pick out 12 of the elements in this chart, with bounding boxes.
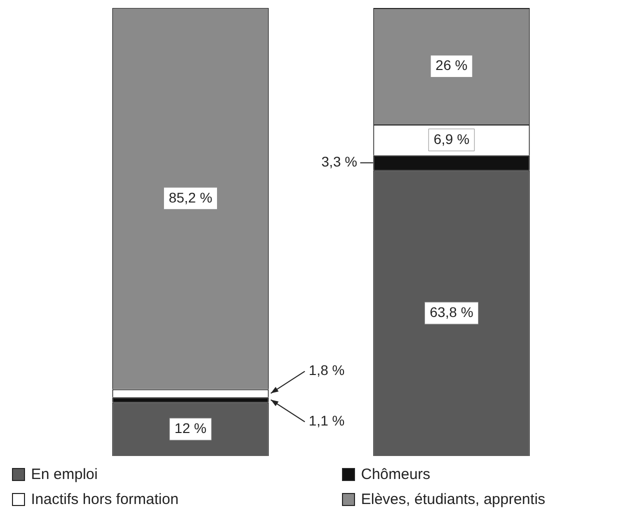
legend-label: Inactifs hors formation (31, 491, 179, 508)
data-label: 26 % (436, 57, 468, 74)
data-label: 63,8 % (430, 304, 474, 320)
legend-label: Chômeurs (361, 466, 430, 483)
data-label: 1,1 % (308, 412, 345, 429)
data-label: 1,8 % (308, 362, 345, 378)
data-label: 85,2 % (168, 189, 212, 206)
data-label: 6,9 % (434, 130, 470, 147)
data-label: 3,3 % (321, 154, 358, 170)
data-label: 12 % (174, 420, 206, 436)
legend-label: Elèves, étudiants, apprentis (361, 491, 546, 508)
legend-label: En emploi (31, 466, 98, 483)
